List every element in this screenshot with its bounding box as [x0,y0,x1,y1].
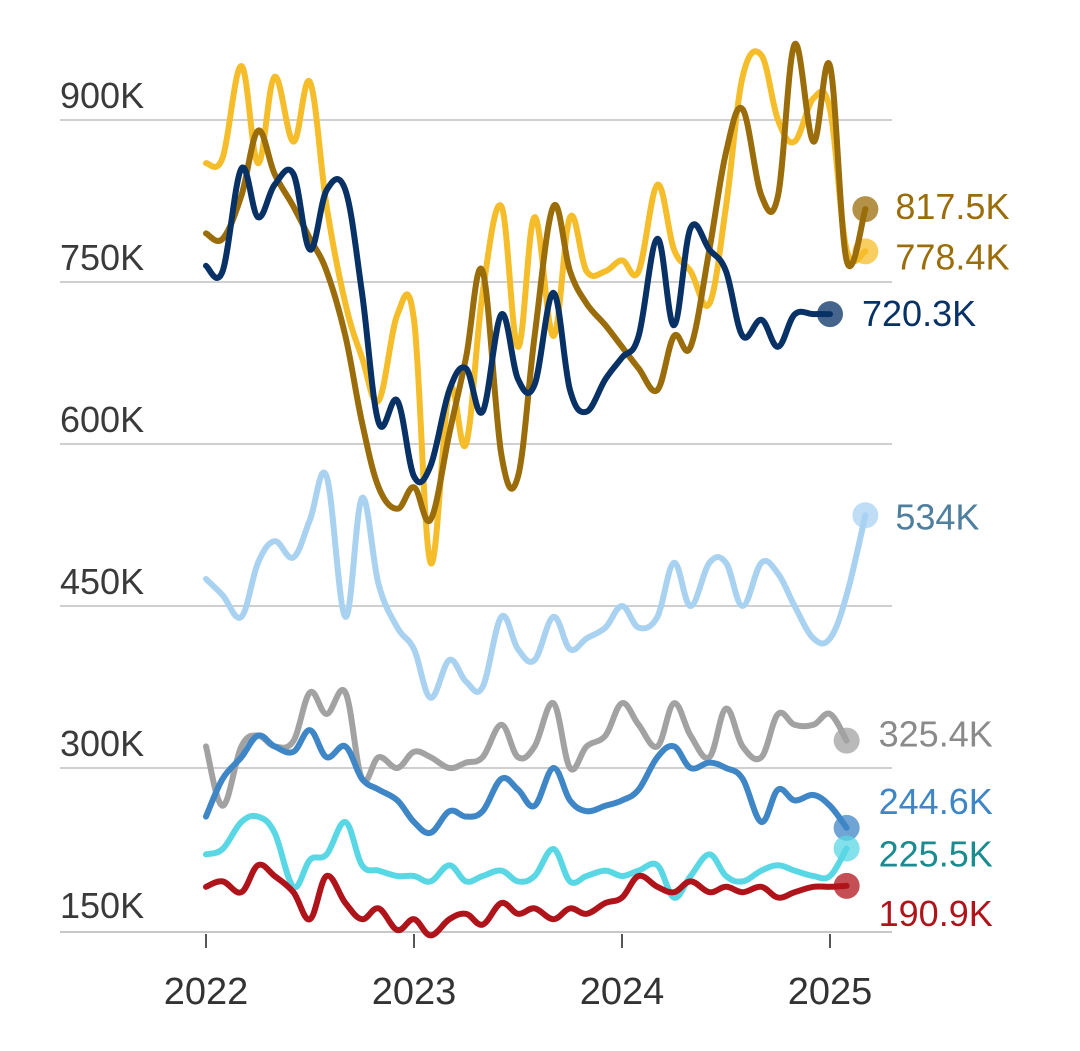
line-series-gold [203,48,869,567]
y-tick-label: 750K [60,237,144,278]
x-tick-label: 2025 [788,971,873,1013]
line-series-navy [203,164,833,486]
x-tick-label: 2023 [372,971,457,1013]
line-series-cyan [203,812,850,901]
line-series-gray [203,686,850,809]
endpoint-series-mediumblue [833,814,860,841]
end-label-series-navy: 720.3K [862,293,976,334]
line-series-brown [203,41,869,525]
x-tick-label: 2022 [164,971,249,1013]
line-series-lightblue [203,469,869,701]
end-label-series-brown: 817.5K [895,186,1009,227]
endpoint-series-brown [852,196,879,223]
endpoint-series-navy [817,301,843,328]
y-tick-label: 450K [60,561,144,602]
end-label-series-gray: 325.4K [879,714,993,755]
line-series-mediumblue [203,727,850,837]
end-label-series-gold: 778.4K [895,236,1009,277]
label-layer: 150K 300K 450K 600K 750K 900K 2022 2023 2024 2025… [60,75,1009,1013]
y-tick-label: 150K [60,885,144,926]
y-tick-label: 300K [60,723,144,764]
axis-layer [60,931,892,948]
endpoint-series-red [833,872,860,899]
end-label-series-cyan: 225.5K [879,833,993,874]
series-layer [203,41,879,939]
endpoint-series-gray [833,727,860,754]
grid-layer [60,119,892,769]
y-tick-label: 900K [60,75,144,116]
x-tick-label: 2024 [580,971,665,1013]
y-tick-label: 600K [60,399,144,440]
line-series-red [203,861,850,939]
endpoint-series-lightblue [852,502,879,529]
end-label-series-red: 190.9K [879,893,993,934]
end-label-series-mediumblue: 244.6K [879,781,993,822]
endpoint-series-cyan [833,835,860,862]
end-label-series-lightblue: 534K [895,496,979,537]
